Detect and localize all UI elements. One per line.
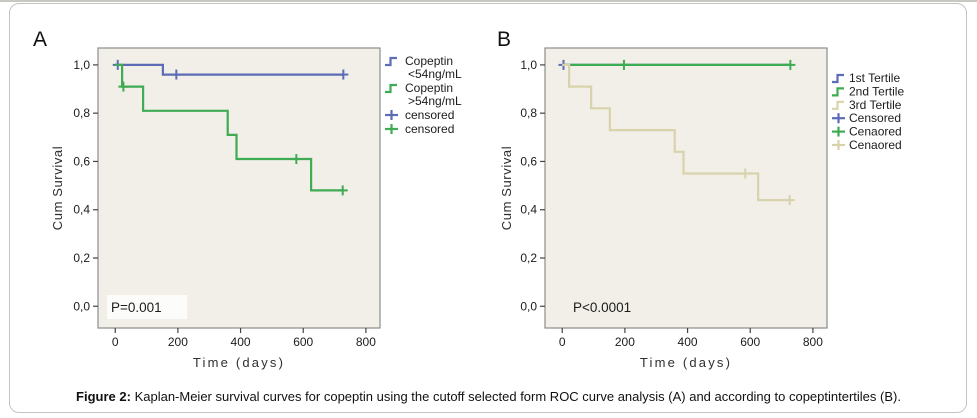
x-tick-label: 800 (803, 335, 823, 349)
y-tick-label: 0,0 (73, 299, 90, 313)
y-axis-label: Cum Survival (50, 146, 65, 231)
pvalue-text: P=0.001 (111, 300, 162, 315)
legend-label: censored (405, 122, 454, 136)
panel-a-chart: A 0,0 0,2 0,4 0,6 0,8 1,0 0 200 400 600 800 Time (da… (33, 28, 462, 370)
legend-label: Censored (849, 111, 901, 125)
legend-label: Cenaored (849, 138, 902, 152)
y-tick-label: 0,8 (73, 106, 90, 120)
y-tick-label: 1,0 (520, 58, 537, 72)
pvalue-text: P<0.0001 (573, 300, 631, 315)
y-tick-label: 0,2 (73, 251, 90, 265)
y-tick-label: 0,2 (520, 251, 537, 265)
panel-letter: A (33, 28, 47, 51)
x-tick-label: 400 (678, 335, 698, 349)
y-tick-label: 0,6 (73, 154, 90, 168)
y-tick-label: 0,8 (520, 106, 537, 120)
survival-curve (115, 63, 344, 192)
legend-step-icon (832, 87, 844, 97)
x-tick-label: 200 (168, 335, 188, 349)
survival-curve (115, 63, 344, 76)
y-tick-label: 0,0 (520, 299, 537, 313)
pvalue-box (107, 295, 187, 319)
legend-label: 3rd Tertile (849, 98, 902, 112)
figure-caption-label: Figure 2: (76, 389, 131, 404)
figure-caption: Figure 2: Kaplan-Meier survival curves f… (0, 389, 977, 405)
panel-b-chart: B 0,0 0,2 0,4 0,6 0,8 1,0 0 200 400 600 800 Time (da… (497, 28, 904, 370)
legend-step-icon (832, 73, 844, 84)
legend-step-icon (385, 83, 397, 94)
legend-label: <54ng/mL (408, 67, 462, 81)
y-tick-label: 0,4 (73, 203, 90, 217)
plot-area (97, 47, 381, 329)
x-tick-label: 600 (293, 335, 313, 349)
y-tick-label: 0,4 (520, 203, 537, 217)
x-tick-label: 600 (740, 335, 760, 349)
x-axis-label: Time (days) (193, 355, 285, 370)
legend-label: >54ng/mL (408, 94, 462, 108)
figure-caption-text: Kaplan-Meier survival curves for copepti… (130, 389, 901, 404)
x-tick-label: 400 (231, 335, 251, 349)
x-tick-label: 200 (615, 335, 635, 349)
legend-label: 2nd Tertile (849, 84, 904, 98)
legend-step-icon (385, 56, 397, 67)
panel-letter: B (497, 28, 511, 51)
legend-label: censored (405, 108, 454, 122)
legend-label: Copeptin (405, 54, 453, 68)
legend-label: 1st Tertile (849, 71, 900, 85)
plot-area (544, 47, 828, 329)
legend-step-icon (832, 100, 844, 110)
x-tick-label: 0 (559, 335, 566, 349)
x-tick-label: 0 (112, 335, 119, 349)
y-tick-label: 1,0 (73, 58, 90, 72)
y-tick-label: 0,6 (520, 154, 537, 168)
legend-label: Copeptin (405, 81, 453, 95)
top-divider-rule (0, 0, 977, 2)
x-tick-label: 800 (356, 335, 376, 349)
y-axis-label: Cum Survival (499, 146, 514, 231)
x-axis-label: Time (days) (640, 355, 732, 370)
legend-label: Cenaored (849, 125, 902, 139)
